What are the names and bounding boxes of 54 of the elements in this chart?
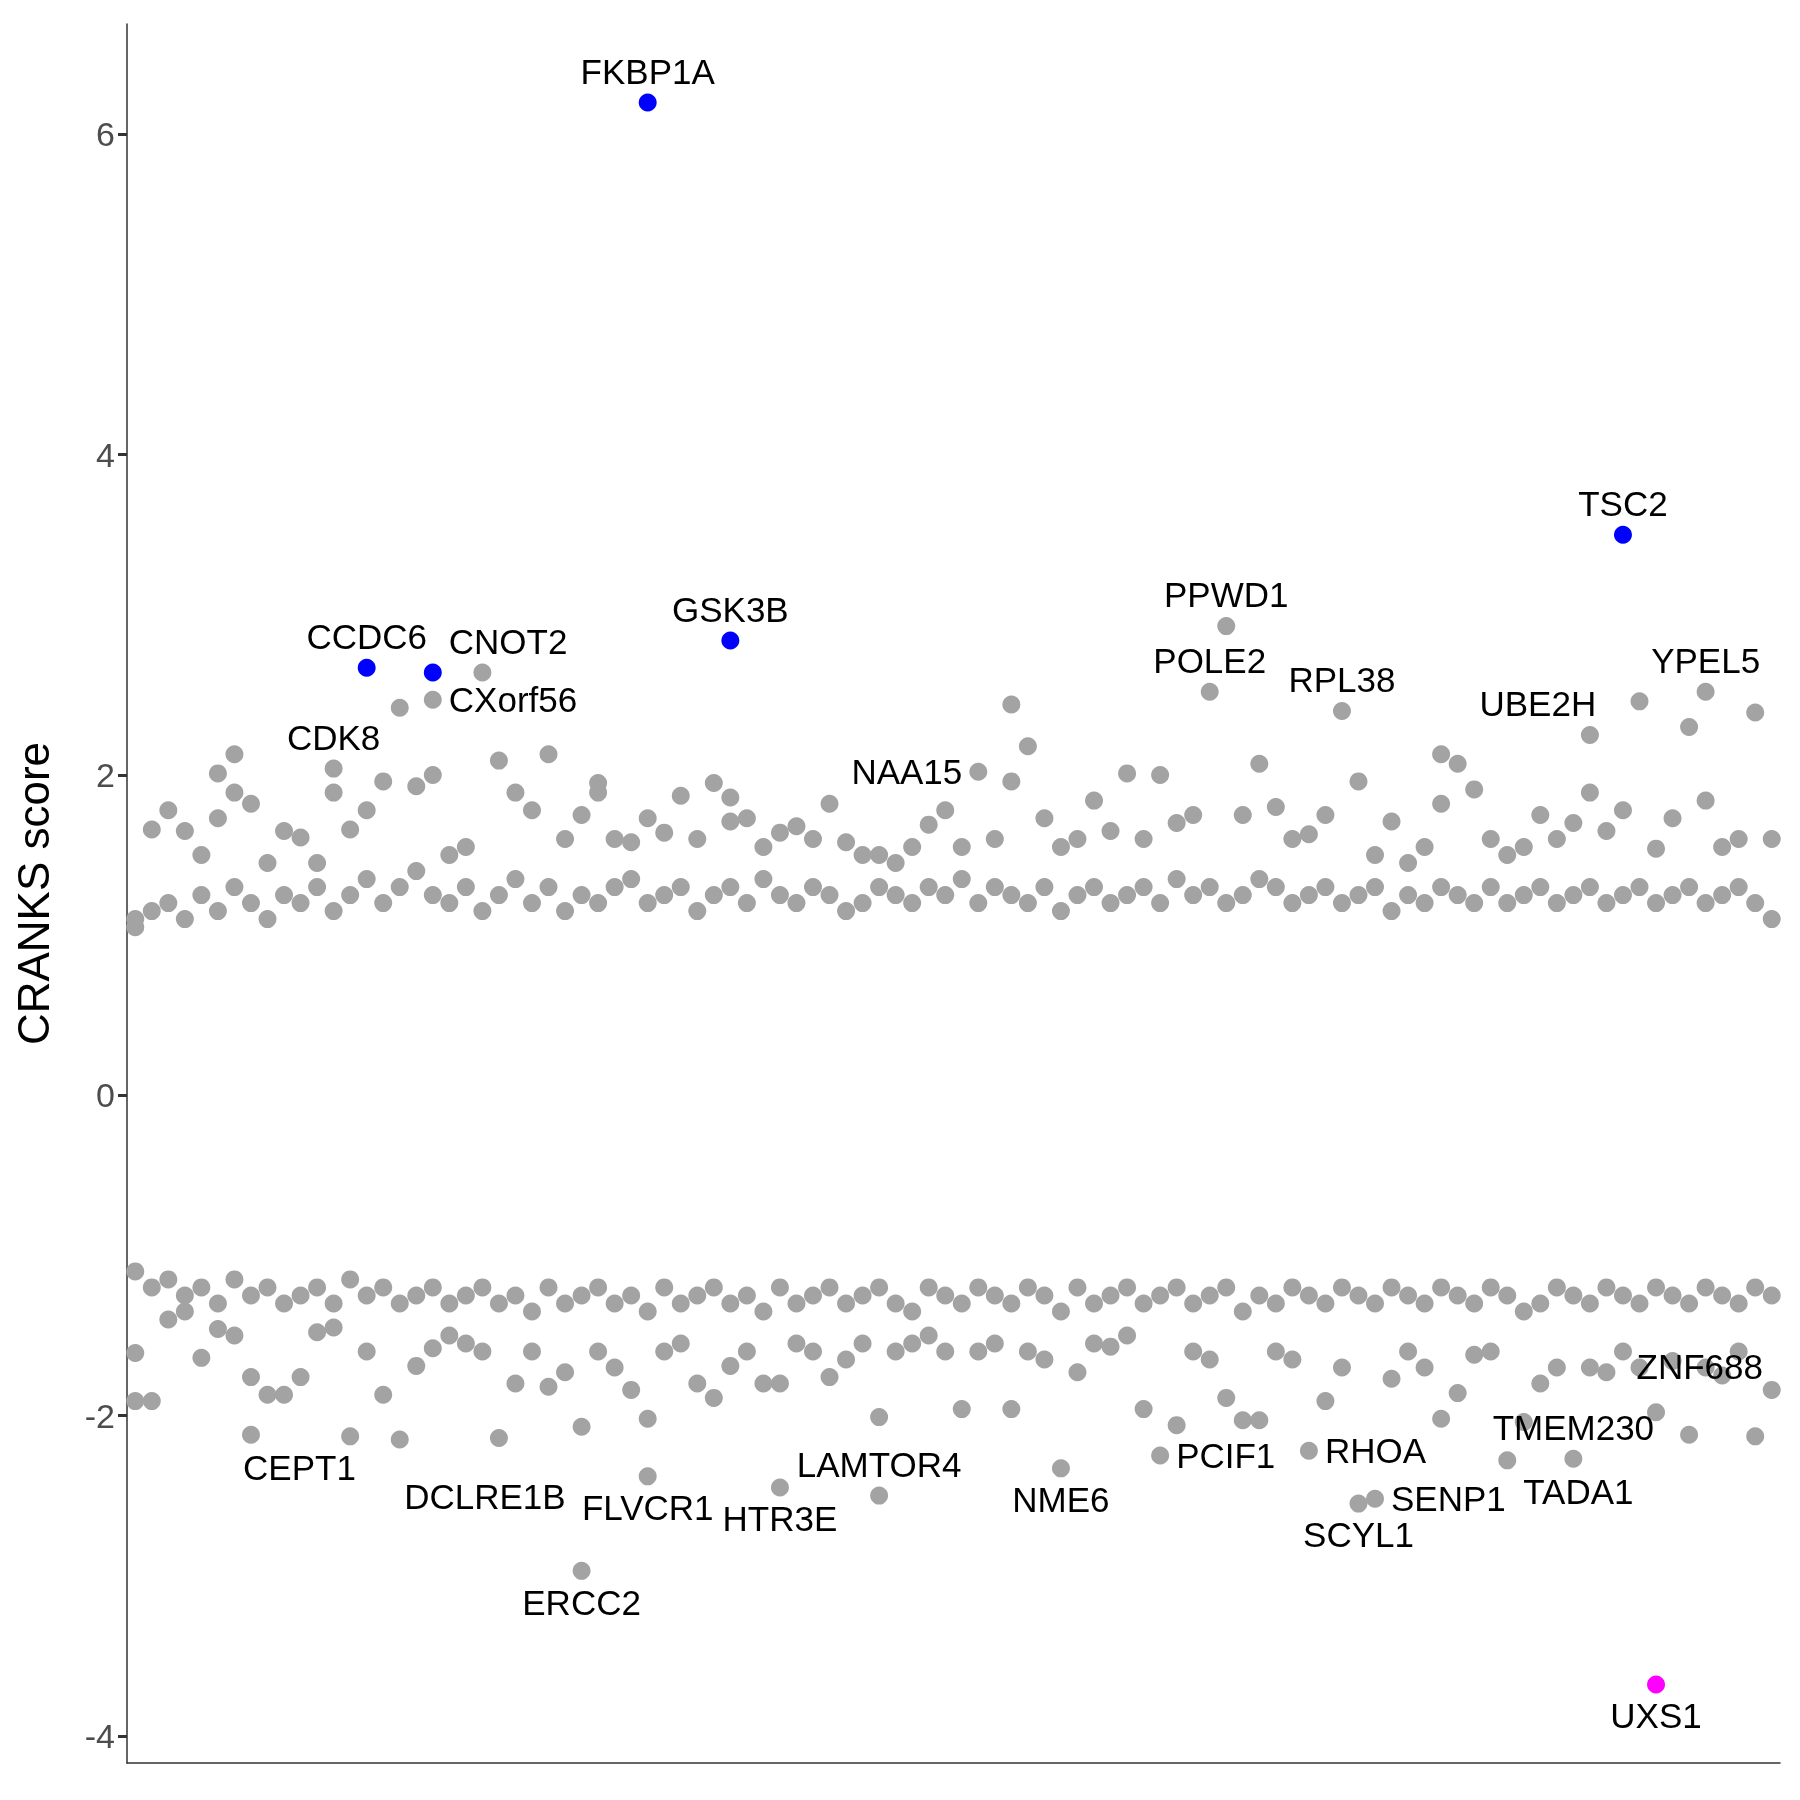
y-tick-label: 0 <box>96 1076 115 1115</box>
data-label: HTR3E <box>722 1499 838 1539</box>
data-label: TMEM230 <box>1492 1408 1655 1448</box>
data-label: POLE2 <box>1153 640 1267 680</box>
point <box>721 631 740 650</box>
y-tick-label: -4 <box>84 1716 115 1755</box>
data-label: NME6 <box>1012 1480 1110 1520</box>
y-tick-label: 2 <box>96 756 115 794</box>
data-label: RHOA <box>1324 1431 1427 1471</box>
data-label: PPWD1 <box>1164 575 1289 615</box>
data-label: PCIF1 <box>1176 1436 1276 1476</box>
point <box>423 766 442 784</box>
data-label: UXS1 <box>1610 1696 1702 1736</box>
data-label: ERCC2 <box>522 1582 641 1622</box>
data-label: RPL38 <box>1288 660 1396 700</box>
point <box>324 783 343 802</box>
data-label: CXorf56 <box>448 680 578 720</box>
point <box>770 1374 789 1393</box>
y-tick-label: 6 <box>96 115 115 154</box>
y-tick-label: -2 <box>84 1396 115 1435</box>
data-label: DCLRE1B <box>404 1476 566 1516</box>
data-label: LAMTOR4 <box>796 1444 962 1484</box>
point <box>357 658 376 677</box>
point <box>241 1368 260 1387</box>
data-label: FLVCR1 <box>581 1488 714 1528</box>
data-label: ZNF688 <box>1636 1347 1763 1387</box>
y-axis-title: CRANKS score <box>8 741 58 1046</box>
data-label: CDK8 <box>286 717 381 757</box>
point <box>208 809 227 828</box>
point <box>423 663 442 682</box>
point <box>870 1408 889 1427</box>
point <box>1647 1675 1666 1694</box>
data-label: NAA15 <box>851 752 963 792</box>
point <box>1696 791 1715 810</box>
data-label: CNOT2 <box>448 621 568 661</box>
data-label: UBE2H <box>1479 684 1597 724</box>
point <box>638 93 657 112</box>
data-label: TADA1 <box>1523 1472 1634 1512</box>
point <box>572 1417 591 1436</box>
data-label: GSK3B <box>671 589 789 629</box>
data-label: CEPT1 <box>243 1448 356 1488</box>
point <box>721 812 740 831</box>
data-label: FKBP1A <box>580 51 716 91</box>
data-label: CCDC6 <box>306 616 427 656</box>
y-tick-label: 4 <box>96 435 115 474</box>
point <box>1432 794 1451 813</box>
data-label: YPEL5 <box>1651 640 1761 680</box>
point <box>1002 772 1021 791</box>
point <box>638 1409 657 1428</box>
data-label: TSC2 <box>1578 484 1668 524</box>
point <box>126 1344 145 1363</box>
point <box>225 783 244 802</box>
point <box>1613 525 1632 544</box>
point <box>1580 783 1599 802</box>
